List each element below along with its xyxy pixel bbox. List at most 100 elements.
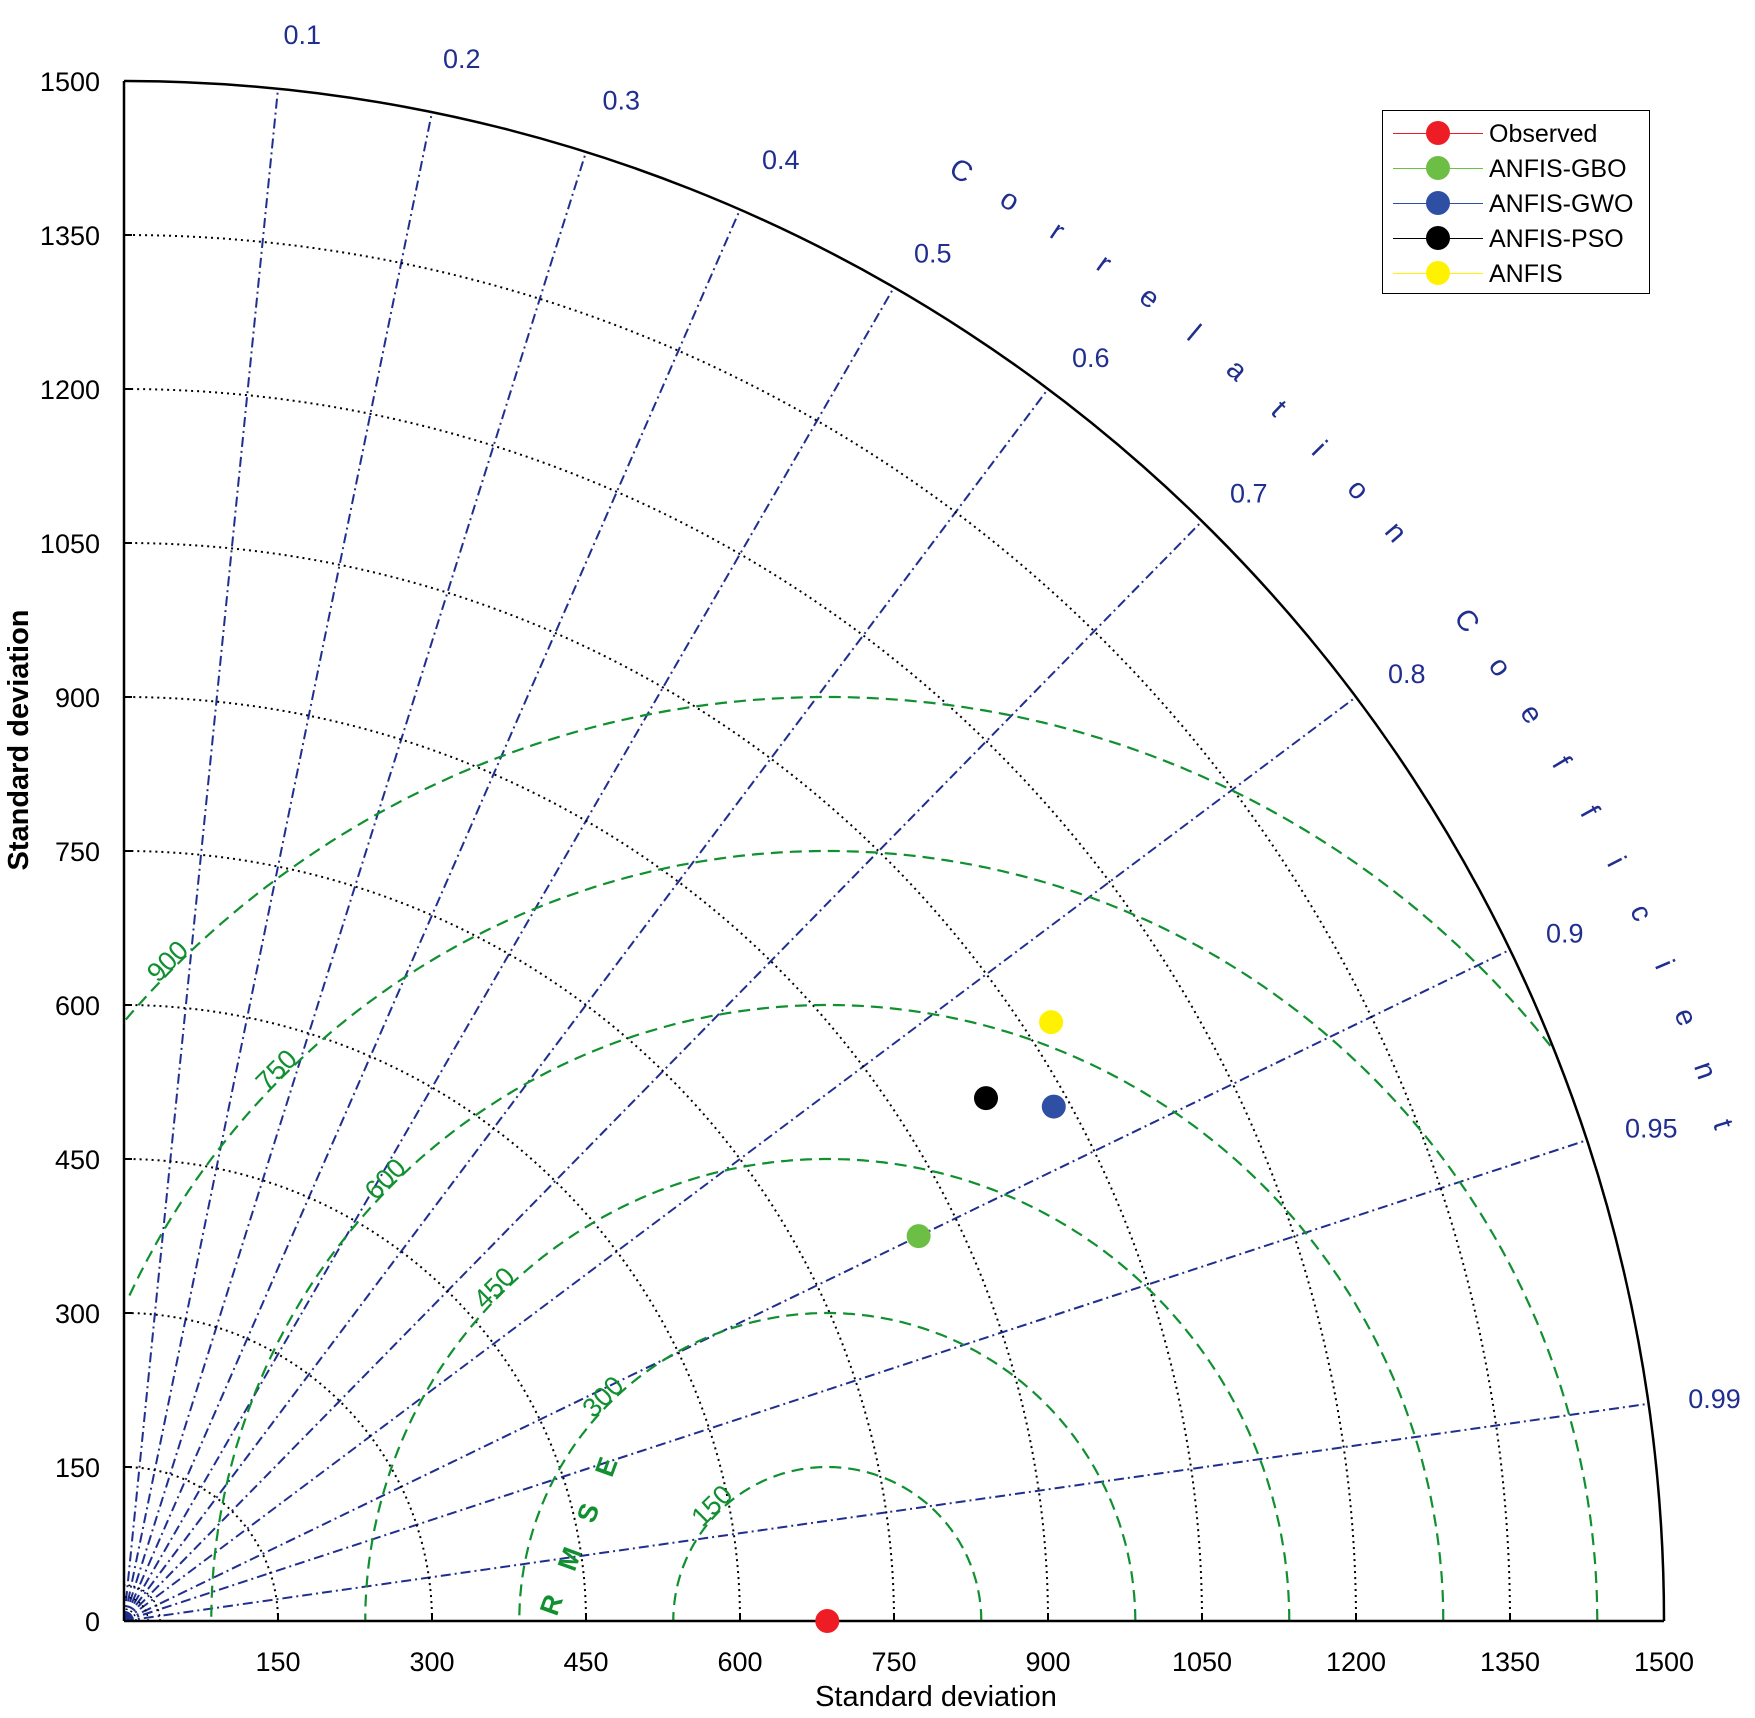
legend-item: Observed — [1383, 117, 1651, 149]
y-tick-label: 150 — [55, 1453, 100, 1483]
legend-item: ANFIS-PSO — [1383, 222, 1651, 254]
correlation-axis-title-char: t — [1264, 394, 1292, 423]
legend-item: ANFIS — [1383, 257, 1651, 289]
correlation-tick-label: 0.99 — [1688, 1384, 1741, 1414]
correlation-axis-title-char: a — [1220, 353, 1254, 388]
y-tick-label: 300 — [55, 1299, 100, 1329]
correlation-axis-title-char: l — [1181, 319, 1206, 348]
std-grid-arc — [123, 1158, 587, 1622]
correlation-tick-label: 0.2 — [443, 44, 481, 74]
correlation-ray-0.95 — [123, 1139, 1588, 1622]
x-tick-label: 450 — [563, 1647, 608, 1677]
data-point-anfis-pso — [973, 1086, 998, 1111]
outer-std-arc — [123, 79, 1666, 1622]
correlation-tick-label: 0.4 — [762, 145, 800, 175]
legend-label: ANFIS-GWO — [1489, 190, 1634, 218]
correlation-ray-0.9 — [123, 948, 1511, 1622]
std-grid-arc-minor — [123, 1584, 161, 1622]
std-grid-arc — [123, 388, 1357, 1622]
correlation-axis-title-char: C — [1447, 603, 1485, 639]
data-point-anfis-gbo — [906, 1224, 931, 1249]
correlation-ray-0.2 — [123, 111, 433, 1622]
legend: Observed ANFIS-GBO ANFIS-GWO ANFIS-PSO ANFIS — [1382, 110, 1650, 294]
rmse-arc-150 — [672, 1465, 983, 1621]
rmse-tick-label: 750 — [250, 1044, 303, 1097]
y-tick-label: 600 — [55, 991, 100, 1021]
y-tick-label: 1200 — [40, 375, 100, 405]
legend-marker — [1426, 191, 1450, 215]
std-grid-arc — [123, 1312, 433, 1622]
rmse-arc-750 — [125, 849, 1599, 1622]
legend-label: Observed — [1489, 120, 1598, 148]
std-grid-arc — [123, 234, 1511, 1622]
y-tick-label: 450 — [55, 1145, 100, 1175]
rmse-tick-label: 600 — [359, 1153, 412, 1206]
x-tick-label: 900 — [1025, 1647, 1070, 1677]
rmse-axis-title-char: M — [552, 1543, 588, 1574]
correlation-axis-title-char: i — [1305, 435, 1332, 462]
correlation-axis-title-char: c — [1623, 900, 1658, 927]
legend-marker — [1426, 226, 1450, 250]
std-grid-arc — [123, 1466, 279, 1622]
correlation-ray-0.3 — [123, 151, 587, 1622]
y-tick-label: 1500 — [40, 67, 100, 97]
correlation-ray-0.6 — [123, 388, 1049, 1622]
x-tick-label: 150 — [255, 1647, 300, 1677]
legend-label: ANFIS-GBO — [1489, 155, 1627, 183]
correlation-tick-label: 0.9 — [1546, 918, 1584, 948]
legend-label: ANFIS — [1489, 260, 1563, 288]
x-tick-label: 600 — [717, 1647, 762, 1677]
correlation-tick-label: 0.8 — [1388, 659, 1426, 689]
correlation-axis-title-char: f — [1545, 751, 1577, 775]
correlation-axis-title-char: o — [1482, 651, 1517, 682]
correlation-tick-label: 0.95 — [1625, 1114, 1678, 1144]
correlation-axis-title-char: t — [1706, 1116, 1739, 1133]
correlation-axis-title-char: n — [1378, 516, 1413, 549]
x-axis-title: Standard deviation — [815, 1681, 1057, 1713]
legend-item: ANFIS-GWO — [1383, 187, 1651, 219]
correlation-axis-title-char: f — [1573, 800, 1605, 823]
rmse-arc-900 — [123, 695, 1552, 1047]
correlation-axis-title-char: i — [1600, 852, 1631, 872]
correlation-ray-0.1 — [123, 88, 279, 1622]
y-tick-label: 1350 — [40, 221, 100, 251]
correlation-tick-label: 0.5 — [914, 239, 952, 269]
correlation-axis-title-char: n — [1687, 1058, 1723, 1084]
legend-marker — [1426, 156, 1450, 180]
std-grid-arc — [123, 850, 895, 1622]
legend-marker — [1426, 121, 1450, 145]
correlation-axis-title-char: e — [1513, 699, 1549, 730]
rmse-arc-450 — [364, 1157, 1291, 1622]
x-tick-label: 750 — [871, 1647, 916, 1677]
legend-item: ANFIS-GBO — [1383, 152, 1651, 184]
correlation-axis-title-char: e — [1133, 280, 1165, 315]
y-tick-label: 750 — [55, 837, 100, 867]
correlation-axis-title-char: C — [944, 152, 978, 190]
correlation-axis-title-char: r — [1091, 248, 1118, 280]
rmse-tick-label: 900 — [141, 935, 194, 988]
x-tick-label: 1050 — [1172, 1647, 1232, 1677]
correlation-tick-label: 0.7 — [1230, 479, 1268, 509]
data-point-anfis — [1039, 1010, 1064, 1035]
correlation-tick-label: 0.6 — [1072, 343, 1110, 373]
correlation-tick-label: 0.1 — [284, 20, 322, 50]
correlation-axis-title-char: r — [1044, 215, 1070, 247]
correlation-tick-label: 0.3 — [603, 85, 641, 115]
std-grid-arc — [123, 1004, 741, 1622]
data-point-observed — [815, 1609, 840, 1633]
std-grid-arc-minor — [123, 1608, 137, 1622]
rmse-axis-title-char: R — [534, 1591, 569, 1620]
std-grid-arc — [123, 542, 1203, 1622]
correlation-ray-0.5 — [123, 286, 895, 1622]
rmse-tick-label: 450 — [468, 1261, 521, 1314]
rmse-axis-title-char: S — [571, 1499, 605, 1526]
rmse-tick-label: 150 — [685, 1479, 738, 1532]
x-tick-label: 1350 — [1480, 1647, 1540, 1677]
correlation-ray-0.8 — [123, 696, 1357, 1622]
x-tick-label: 300 — [409, 1647, 454, 1677]
y-tick-label: 900 — [55, 683, 100, 713]
correlation-ray-0.4 — [123, 209, 741, 1622]
